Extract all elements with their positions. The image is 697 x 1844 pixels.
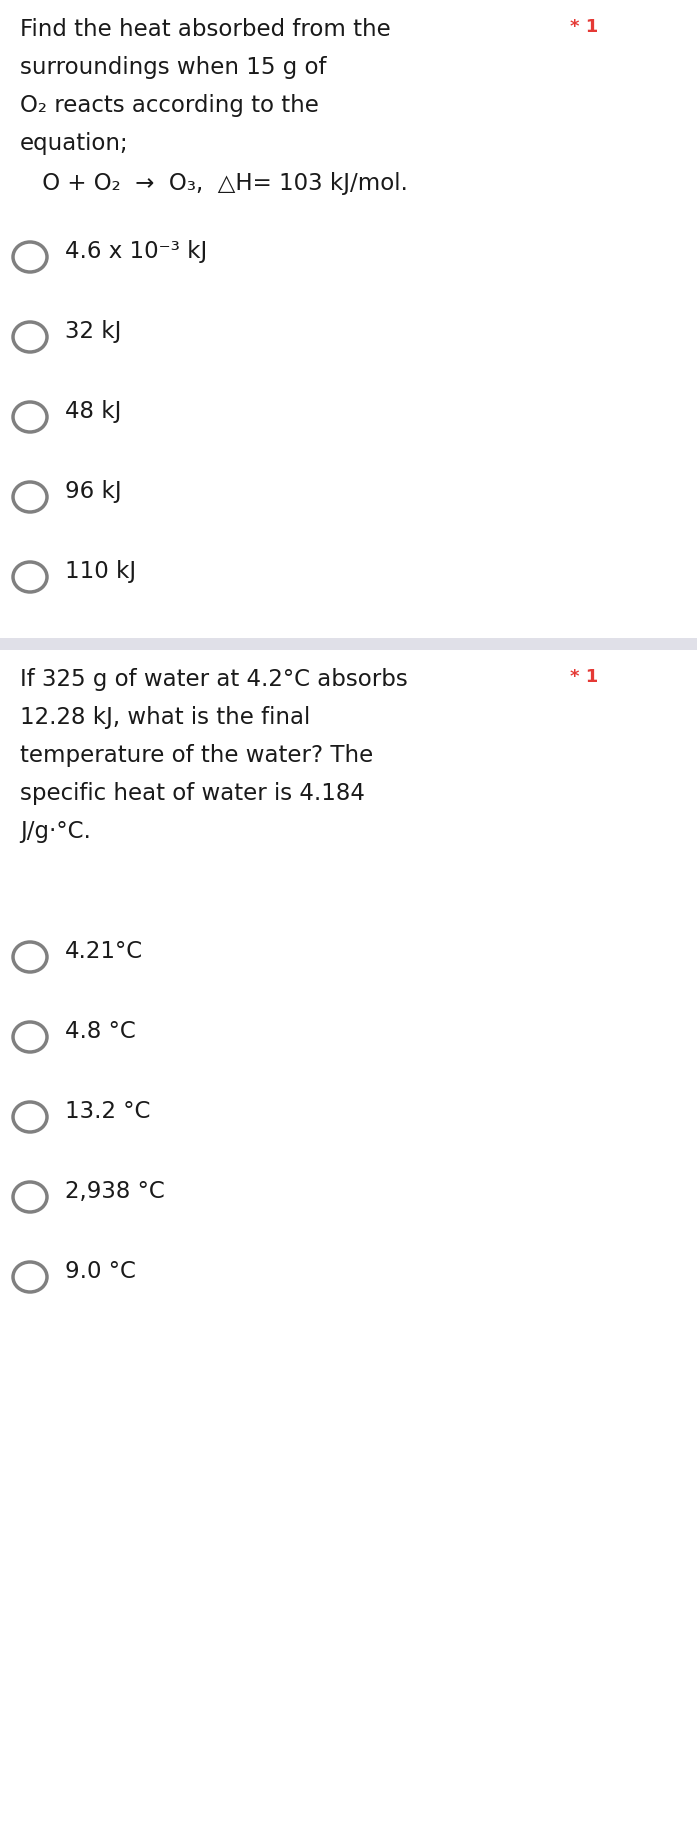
Text: O + O₂  →  O₃,  △H= 103 kJ/mol.: O + O₂ → O₃, △H= 103 kJ/mol. (35, 171, 408, 195)
Text: 12.28 kJ, what is the final: 12.28 kJ, what is the final (20, 706, 310, 728)
Text: 9.0 °C: 9.0 °C (65, 1259, 136, 1283)
Text: 96 kJ: 96 kJ (65, 479, 121, 503)
Text: 13.2 °C: 13.2 °C (65, 1101, 151, 1123)
Text: 32 kJ: 32 kJ (65, 321, 121, 343)
Text: equation;: equation; (20, 133, 129, 155)
Text: J/g·°C.: J/g·°C. (20, 821, 91, 843)
Text: 4.6 x 10⁻³ kJ: 4.6 x 10⁻³ kJ (65, 240, 207, 264)
Text: * 1: * 1 (570, 18, 598, 37)
Text: 4.8 °C: 4.8 °C (65, 1020, 136, 1044)
Text: 2,938 °C: 2,938 °C (65, 1180, 164, 1202)
Text: 110 kJ: 110 kJ (65, 561, 136, 583)
Text: O₂ reacts according to the: O₂ reacts according to the (20, 94, 319, 116)
Text: * 1: * 1 (570, 668, 598, 686)
Text: temperature of the water? The: temperature of the water? The (20, 743, 374, 767)
Bar (0, 638, 697, 649)
Text: surroundings when 15 g of: surroundings when 15 g of (20, 55, 326, 79)
Text: 48 kJ: 48 kJ (65, 400, 121, 422)
Text: specific heat of water is 4.184: specific heat of water is 4.184 (20, 782, 365, 806)
Text: Find the heat absorbed from the: Find the heat absorbed from the (20, 18, 391, 41)
Text: If 325 g of water at 4.2°C absorbs: If 325 g of water at 4.2°C absorbs (20, 668, 408, 692)
Text: 4.21°C: 4.21°C (65, 940, 143, 963)
